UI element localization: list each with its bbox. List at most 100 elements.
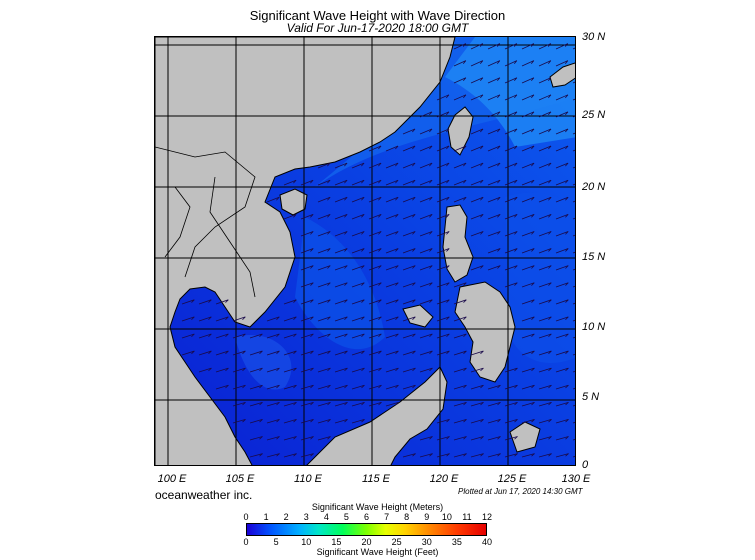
wave-arrow <box>453 60 467 67</box>
feet-tick-label: 30 <box>421 537 432 547</box>
wave-arrow-head <box>530 60 535 64</box>
wave-arrow <box>419 299 433 305</box>
wave-arrow-head <box>327 231 331 235</box>
wave-arrow-head <box>327 384 331 389</box>
wave-arrow <box>538 214 552 220</box>
wave-arrow <box>368 196 382 203</box>
wave-arrow-head <box>496 43 501 47</box>
wave-arrow <box>368 316 382 322</box>
wave-arrow-head <box>565 282 569 286</box>
wave-arrow <box>470 350 484 356</box>
wave-arrow <box>521 77 535 84</box>
wave-arrow-head <box>361 179 365 184</box>
wave-arrow <box>402 179 416 186</box>
wave-arrow <box>419 145 433 152</box>
wave-arrow-head <box>514 145 518 150</box>
wave-arrow <box>351 299 365 305</box>
wave-arrow-head <box>293 316 297 320</box>
wave-arrow-head <box>395 162 399 167</box>
wave-arrow <box>487 436 501 441</box>
wave-arrow <box>368 179 382 186</box>
wave-arrow-head <box>378 248 382 252</box>
wave-arrow-head <box>514 231 518 235</box>
wave-arrow-head <box>259 350 263 355</box>
wave-arrow-head <box>446 111 450 116</box>
wave-arrow-head <box>242 419 246 423</box>
wave-arrow-head <box>429 333 433 338</box>
wave-arrow <box>334 333 348 339</box>
wave-arrow-head <box>429 299 433 303</box>
wave-arrow-head <box>378 197 382 201</box>
wave-arrow <box>232 350 246 356</box>
wave-arrow <box>436 419 450 424</box>
wave-arrow <box>181 299 195 305</box>
wave-arrow <box>453 282 467 288</box>
wave-arrow-head <box>565 384 569 389</box>
lat-label-0: 0 <box>582 459 589 471</box>
wave-arrow-head <box>327 299 331 303</box>
wave-arrow <box>487 248 501 254</box>
wave-arrow <box>334 401 348 407</box>
wave-arrow-head <box>531 265 535 269</box>
wave-arrow <box>487 77 501 84</box>
wave-arrow <box>402 384 416 390</box>
wave-arrow-head <box>514 282 518 286</box>
wave-arrow-head <box>378 145 382 150</box>
wave-arrow-head <box>565 145 569 150</box>
feet-tick-label: 40 <box>481 537 493 547</box>
wave-arrow <box>300 248 314 254</box>
wave-arrow <box>504 196 518 203</box>
wave-arrow-head <box>276 402 280 406</box>
wave-arrow-head <box>548 316 552 320</box>
wave-arrow <box>266 401 280 407</box>
wave-arrow <box>351 401 365 407</box>
wave-arrow <box>487 265 501 271</box>
wave-arrow <box>555 231 569 237</box>
wave-arrow <box>334 196 348 203</box>
wave-arrow-head <box>548 333 552 338</box>
wave-arrow <box>334 214 348 220</box>
wave-arrow-head <box>344 384 348 389</box>
wave-arrow-head <box>548 419 552 423</box>
wave-arrow <box>504 282 518 288</box>
wave-arrow-head <box>531 282 535 286</box>
wave-arrow <box>538 384 552 390</box>
wave-arrow <box>487 231 501 237</box>
wave-arrow <box>504 436 518 441</box>
wave-arrow-head <box>344 333 348 338</box>
wave-arrow-head <box>310 367 314 372</box>
wave-arrow <box>300 384 314 390</box>
wave-arrow <box>521 128 535 135</box>
wave-arrow-head <box>514 162 518 167</box>
wave-arrow-head <box>531 350 535 355</box>
wave-arrow <box>538 333 552 339</box>
wave-arrow-head <box>463 162 467 167</box>
land-luzon <box>442 204 474 283</box>
meter-tick-label: 3 <box>303 512 309 522</box>
wave-arrow <box>300 401 314 407</box>
wave-arrow <box>368 162 382 169</box>
wave-arrow-head <box>548 128 552 133</box>
wave-arrow-head <box>242 316 246 320</box>
wave-arrow-head <box>463 179 467 184</box>
wave-arrow <box>351 350 365 356</box>
wave-arrow-head <box>378 350 382 355</box>
wave-arrow-head <box>480 350 484 355</box>
wave-arrow <box>249 367 263 373</box>
wave-arrow-head <box>310 402 314 406</box>
wave-arrow <box>538 179 552 186</box>
wave-arrow-head <box>565 162 569 167</box>
wave-arrow-head <box>361 162 365 167</box>
meter-tick-label: 10 <box>441 512 452 522</box>
wave-arrow-head <box>378 179 382 184</box>
wave-arrow-head <box>395 197 399 201</box>
wave-arrow-head <box>513 77 518 82</box>
wave-arrow <box>453 162 467 169</box>
gulf-band <box>235 335 292 390</box>
wave-arrow <box>555 419 569 424</box>
wave-arrow-head <box>378 231 382 235</box>
wave-arrow <box>521 162 535 169</box>
wave-arrow-head <box>310 350 314 355</box>
wave-arrow <box>453 179 467 186</box>
wave-arrow-head <box>480 231 484 235</box>
